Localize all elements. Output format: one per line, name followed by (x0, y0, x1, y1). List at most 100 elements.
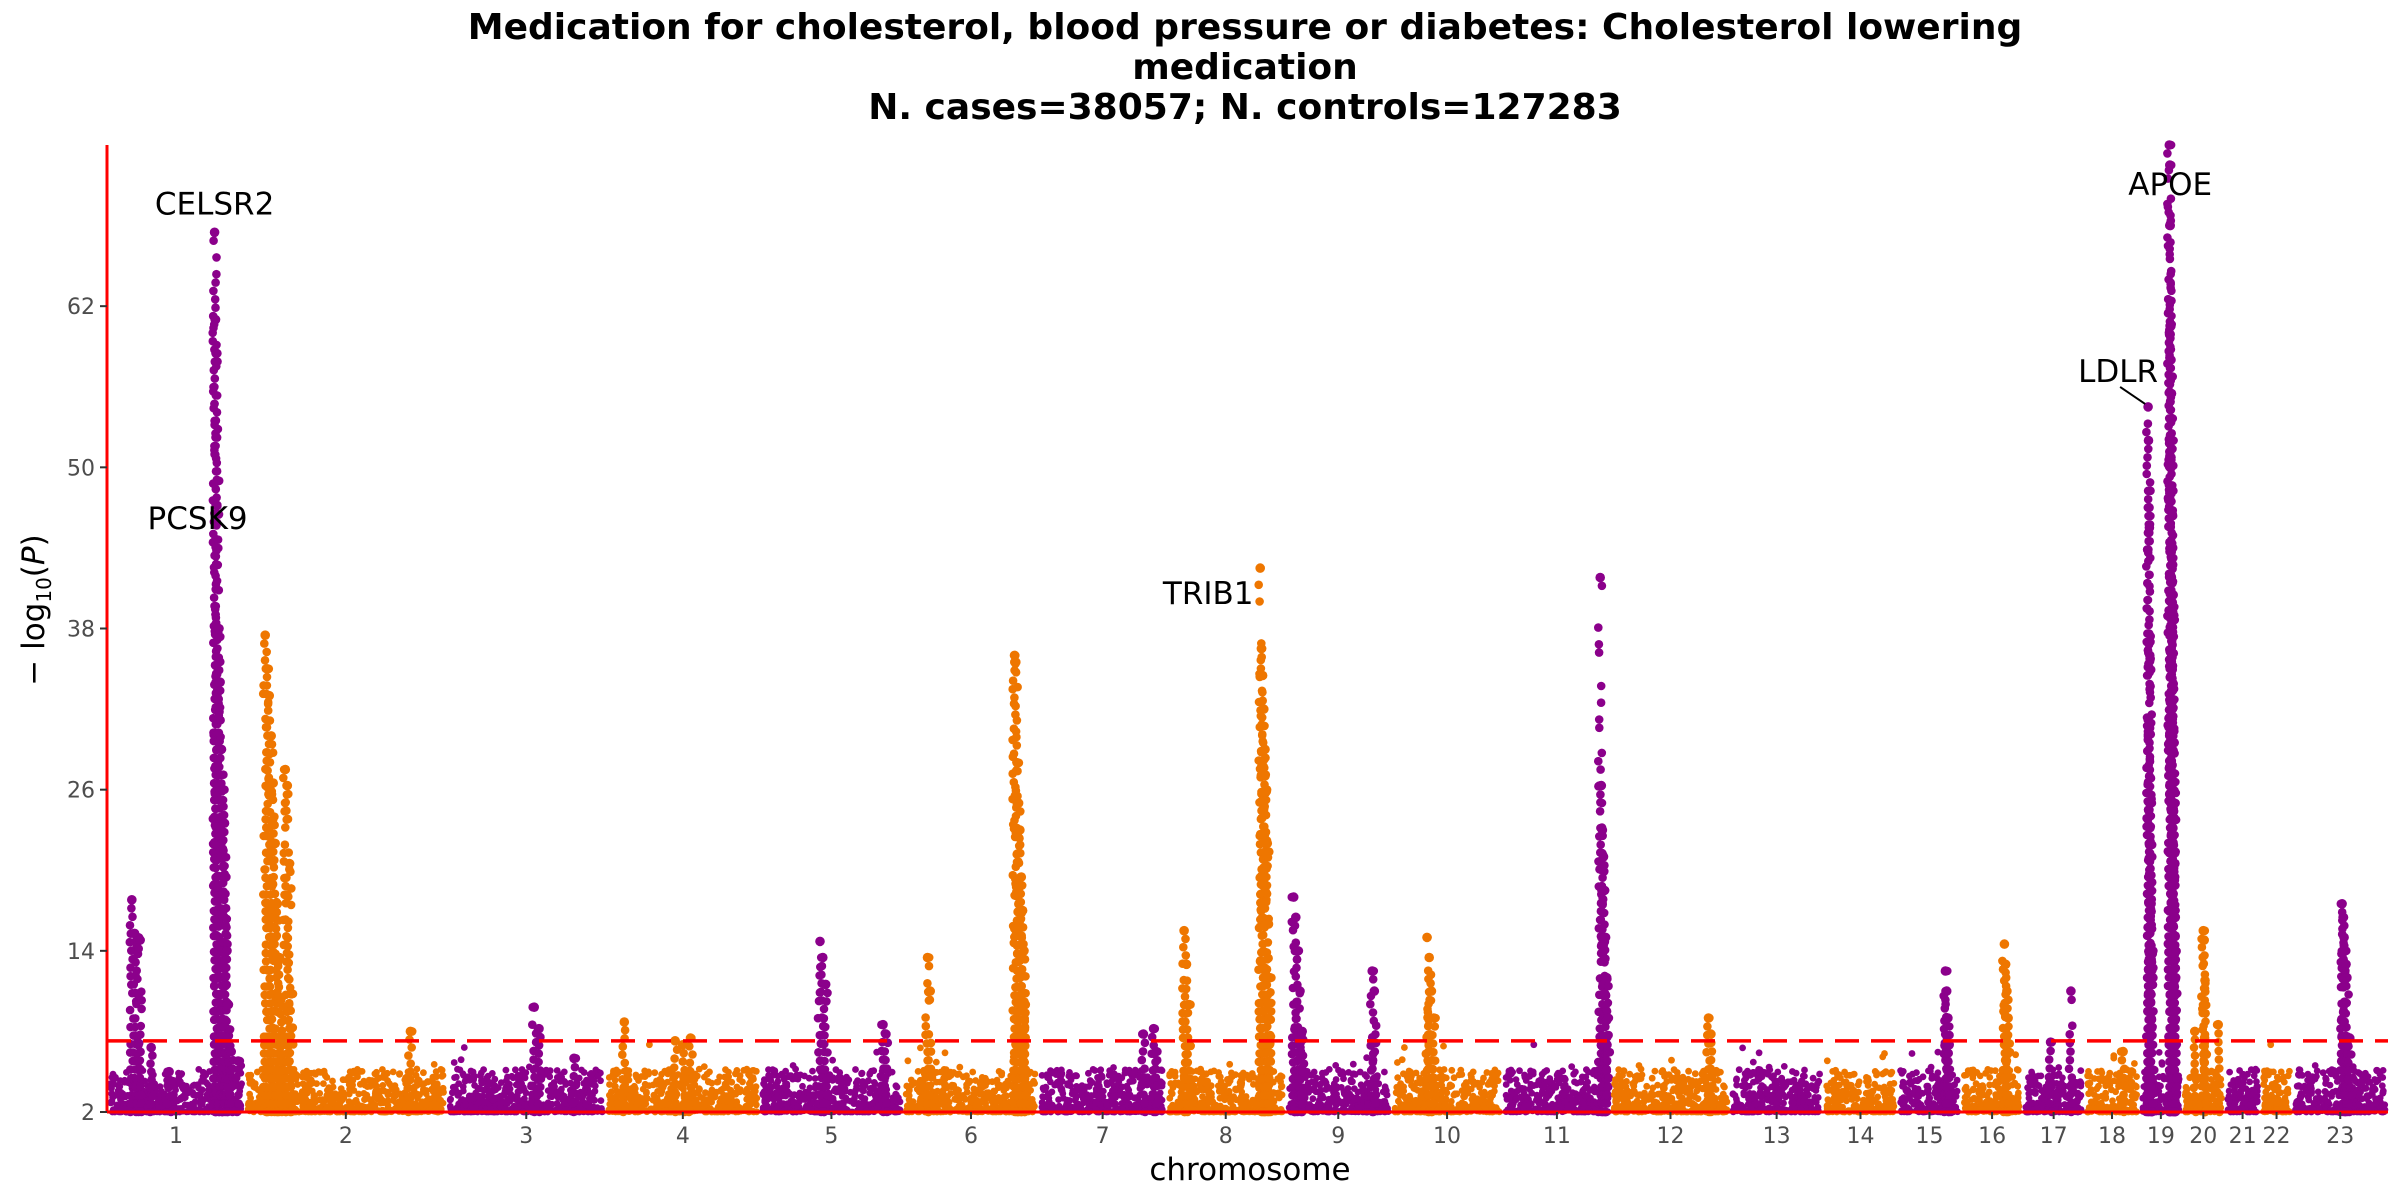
variant-point (471, 1082, 478, 1089)
variant-point (178, 1070, 185, 1077)
lead-variant-point (1014, 798, 1024, 808)
variant-point (420, 1069, 427, 1076)
variant-point (308, 1080, 315, 1087)
variant-point (1064, 1082, 1071, 1089)
variant-point (562, 1081, 569, 1088)
variant-point (210, 383, 219, 392)
variant-point (416, 1103, 423, 1110)
variant-point (216, 703, 225, 712)
variant-point (1064, 1100, 1071, 1107)
variant-point (320, 1080, 327, 1087)
variant-point (651, 1069, 658, 1076)
variant-point (1043, 1084, 1050, 1091)
variant-point (219, 770, 228, 779)
variant-point (1140, 1099, 1149, 1108)
chromosome-4-points (606, 1017, 761, 1116)
variant-point (924, 1082, 933, 1091)
variant-point (1021, 1075, 1030, 1084)
variant-point (798, 1093, 805, 1100)
variant-point (1031, 1080, 1038, 1087)
variant-point (820, 1005, 829, 1014)
variant-point (414, 1095, 421, 1102)
variant-point (288, 1091, 297, 1100)
variant-point (136, 1073, 145, 1082)
variant-point (478, 1070, 485, 1077)
variant-point (286, 1099, 295, 1108)
variant-point (420, 1088, 427, 1095)
variant-point (1013, 741, 1022, 750)
variant-point (1141, 1039, 1150, 1048)
variant-point (779, 1085, 786, 1092)
variant-point (1021, 1025, 1030, 1034)
variant-point (894, 1084, 901, 1091)
variant-point (261, 656, 270, 665)
variant-point (621, 1026, 630, 1035)
variant-point (1071, 1073, 1078, 1080)
variant-point (219, 836, 228, 845)
variant-point (212, 270, 221, 279)
variant-point (367, 1083, 374, 1090)
variant-point (522, 1075, 529, 1082)
variant-point (329, 1094, 336, 1101)
variant-point (1016, 849, 1025, 858)
variant-point (212, 485, 221, 494)
variant-point (924, 1090, 933, 1099)
variant-point (765, 1076, 772, 1083)
variant-point (1003, 1085, 1010, 1092)
variant-point (281, 798, 290, 807)
variant-point (268, 740, 277, 749)
variant-point (979, 1074, 986, 1081)
variant-point (286, 868, 295, 877)
variant-point (214, 998, 223, 1007)
variant-point (1151, 1065, 1160, 1074)
variant-point (536, 1066, 545, 1075)
variant-point (396, 1070, 403, 1077)
variant-point (284, 934, 293, 943)
variant-point (262, 648, 271, 657)
variant-point (765, 1096, 772, 1103)
variant-point (610, 1071, 617, 1078)
variant-point (487, 1087, 494, 1094)
variant-point (854, 1077, 861, 1084)
variant-point (1159, 1067, 1166, 1074)
variant-point (406, 1092, 415, 1101)
variant-point (325, 1086, 332, 1093)
lead-variant-point (264, 691, 274, 701)
variant-point (272, 933, 281, 942)
variant-point (642, 1082, 649, 1089)
variant-point (135, 1039, 144, 1048)
variant-point (503, 1067, 510, 1074)
variant-point (820, 1014, 829, 1023)
variant-point (203, 1095, 210, 1102)
variant-point (1013, 716, 1022, 725)
lead-variant-point (821, 980, 831, 990)
variant-point (282, 806, 291, 815)
lead-variant-point (217, 745, 227, 755)
variant-point (618, 1091, 627, 1100)
points-layer (107, 140, 2388, 1116)
variant-point (620, 1100, 629, 1109)
variant-point (1152, 1073, 1161, 1082)
variant-point (213, 467, 222, 476)
variant-point (750, 1089, 757, 1096)
variant-point (669, 1081, 678, 1090)
variant-point (870, 1067, 877, 1074)
variant-point (285, 975, 294, 984)
variant-point (447, 1096, 454, 1103)
variant-point (264, 700, 273, 709)
lead-variant-point (210, 228, 220, 238)
variant-point (1059, 1090, 1066, 1097)
variant-point (209, 236, 218, 245)
variant-point (226, 1099, 235, 1108)
variant-point (388, 1083, 395, 1090)
variant-point (1080, 1095, 1087, 1102)
variant-point (996, 1068, 1003, 1075)
variant-point (214, 425, 223, 434)
variant-point (190, 1102, 197, 1109)
variant-point (211, 374, 220, 383)
variant-point (1017, 931, 1026, 940)
variant-point (269, 873, 278, 882)
variant-point (261, 865, 270, 874)
variant-point (1015, 834, 1024, 843)
variant-point (174, 1098, 181, 1105)
